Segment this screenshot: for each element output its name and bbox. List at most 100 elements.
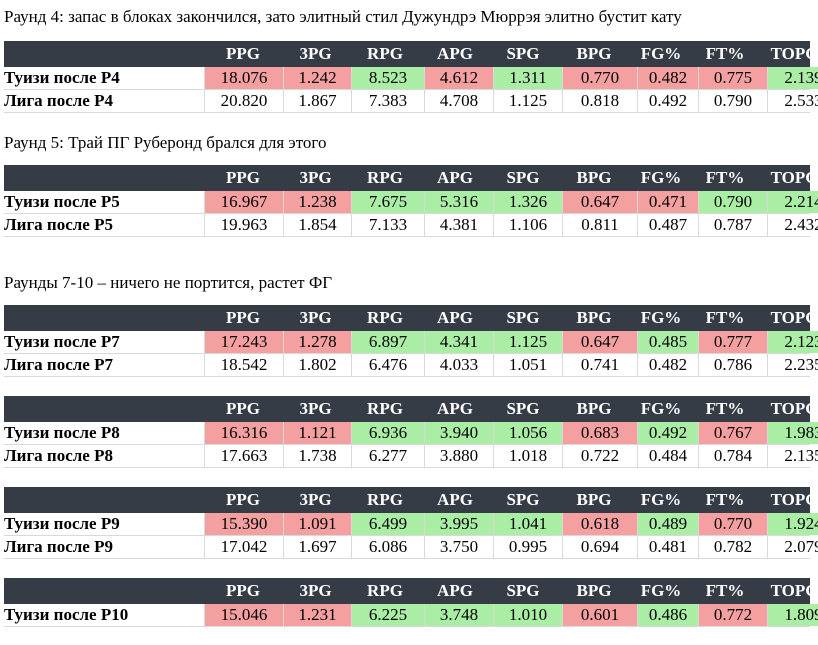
- column-header: TOPG: [770, 308, 818, 327]
- column-header: APG: [437, 490, 473, 509]
- stat-cell: 2.139: [767, 67, 818, 89]
- column-header: FT%: [705, 168, 745, 187]
- stat-cell: 0.694: [562, 536, 637, 558]
- row-label: Лига после Р5: [4, 215, 113, 234]
- stat-cell: 1.867: [283, 90, 351, 112]
- stat-cell: 7.383: [351, 90, 424, 112]
- stat-cell: 2.079: [767, 536, 818, 558]
- stats-table-r5: PPG 3PG RPG APG SPG BPG FG% FT% TOPG Туизи после …: [4, 165, 818, 237]
- table-row: Туизи после Р7 17.243 1.278 6.897 4.341 1.125…: [4, 331, 818, 354]
- column-header: FT%: [705, 581, 745, 600]
- stat-cell: 4.708: [424, 90, 493, 112]
- stat-cell: 17.042: [204, 536, 283, 558]
- column-header: APG: [437, 44, 473, 63]
- stat-cell: 0.767: [698, 422, 767, 444]
- stat-cell: 0.471: [637, 191, 698, 213]
- stat-cell: 0.484: [637, 445, 698, 467]
- stat-cell: 1.242: [283, 67, 351, 89]
- stat-cell: 0.784: [698, 445, 767, 467]
- column-header: APG: [437, 308, 473, 327]
- stat-cell: 6.897: [351, 331, 424, 353]
- stat-cell: 3.995: [424, 513, 493, 535]
- stat-cell: 4.033: [424, 354, 493, 376]
- stat-cell: 1.125: [493, 331, 562, 353]
- stat-cell: 4.381: [424, 214, 493, 236]
- row-label: Туизи после Р4: [4, 68, 120, 87]
- column-header: APG: [437, 399, 473, 418]
- stat-cell: 0.782: [698, 536, 767, 558]
- column-header: SPG: [506, 168, 540, 187]
- stat-cell: 2.533: [767, 90, 818, 112]
- table-header: PPG 3PG RPG APG SPG BPG FG% FT% TOPG: [4, 41, 818, 67]
- table-row: Лига после Р4 20.820 1.867 7.383 4.708 1.125 0…: [4, 90, 818, 113]
- column-header: BPG: [576, 490, 612, 509]
- column-header: BPG: [576, 168, 612, 187]
- column-header: 3PG: [299, 490, 332, 509]
- stat-cell: 18.076: [204, 67, 283, 89]
- stat-cell: 6.086: [351, 536, 424, 558]
- stat-cell: 0.775: [698, 67, 767, 89]
- stat-cell: 1.278: [283, 331, 351, 353]
- column-header: TOPG: [770, 168, 818, 187]
- column-header: APG: [437, 168, 473, 187]
- row-label: Туизи после Р10: [4, 605, 129, 624]
- table-header: PPG 3PG RPG APG SPG BPG FG% FT% TOPG: [4, 165, 818, 191]
- row-label: Туизи после Р8: [4, 423, 120, 442]
- stat-cell: 1.041: [493, 513, 562, 535]
- table-row: Туизи после Р9 15.390 1.091 6.499 3.995 1.041…: [4, 513, 818, 536]
- stat-cell: 0.486: [637, 604, 698, 626]
- stat-cell: 0.492: [637, 422, 698, 444]
- table-header: PPG 3PG RPG APG SPG BPG FG% FT% TOPG: [4, 305, 818, 331]
- column-header: SPG: [506, 490, 540, 509]
- stat-cell: 2.214: [767, 191, 818, 213]
- column-header: RPG: [367, 490, 403, 509]
- column-header: FT%: [705, 490, 745, 509]
- stat-cell: 1.121: [283, 422, 351, 444]
- stat-cell: 3.748: [424, 604, 493, 626]
- stat-cell: 15.390: [204, 513, 283, 535]
- row-label: Лига после Р8: [4, 446, 113, 465]
- column-header: BPG: [576, 308, 612, 327]
- column-header: SPG: [506, 581, 540, 600]
- column-header: SPG: [506, 44, 540, 63]
- stat-cell: 1.010: [493, 604, 562, 626]
- column-header: FG%: [640, 490, 682, 509]
- column-header: 3PG: [299, 168, 332, 187]
- stat-cell: 0.485: [637, 331, 698, 353]
- stat-cell: 3.880: [424, 445, 493, 467]
- table-header: PPG 3PG RPG APG SPG BPG FG% FT% TOPG: [4, 487, 818, 513]
- stat-cell: 3.750: [424, 536, 493, 558]
- column-header: BPG: [576, 399, 612, 418]
- stat-cell: 1.106: [493, 214, 562, 236]
- table-header: PPG 3PG RPG APG SPG BPG FG% FT% TOPG: [4, 396, 818, 422]
- stats-table-r9: PPG 3PG RPG APG SPG BPG FG% FT% TOPG Туизи после …: [4, 487, 818, 559]
- stat-cell: 1.125: [493, 90, 562, 112]
- stat-cell: 1.326: [493, 191, 562, 213]
- stat-cell: 1.231: [283, 604, 351, 626]
- column-header: TOPG: [770, 490, 818, 509]
- stat-cell: 16.316: [204, 422, 283, 444]
- stat-cell: 1.697: [283, 536, 351, 558]
- table-row: Лига после Р5 19.963 1.854 7.133 4.381 1.106 0…: [4, 214, 818, 237]
- stat-cell: 7.133: [351, 214, 424, 236]
- stat-cell: 6.225: [351, 604, 424, 626]
- stat-cell: 0.683: [562, 422, 637, 444]
- stat-cell: 1.311: [493, 67, 562, 89]
- stat-cell: 1.738: [283, 445, 351, 467]
- stat-cell: 0.741: [562, 354, 637, 376]
- table-row: Лига после Р9 17.042 1.697 6.086 3.750 0.995 0…: [4, 536, 818, 559]
- table-row: Туизи после Р4 18.076 1.242 8.523 4.612 1.311…: [4, 67, 818, 90]
- row-label: Туизи после Р9: [4, 514, 120, 533]
- row-label: Лига после Р4: [4, 91, 113, 110]
- stat-cell: 0.790: [698, 90, 767, 112]
- stat-cell: 0.770: [698, 513, 767, 535]
- stat-cell: 0.722: [562, 445, 637, 467]
- stat-cell: 2.135: [767, 445, 818, 467]
- stat-cell: 0.772: [698, 604, 767, 626]
- column-header: 3PG: [299, 581, 332, 600]
- column-header: RPG: [367, 399, 403, 418]
- stat-cell: 6.936: [351, 422, 424, 444]
- stat-cell: 0.492: [637, 90, 698, 112]
- stat-cell: 1.983: [767, 422, 818, 444]
- stat-cell: 5.316: [424, 191, 493, 213]
